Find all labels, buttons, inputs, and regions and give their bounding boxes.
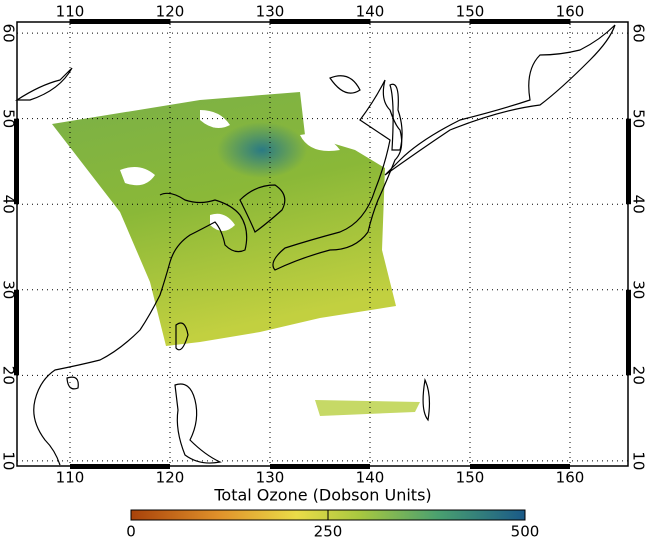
lon-tick-label-top: 160 <box>556 3 585 21</box>
lat-tick-label-right: 50 <box>630 109 648 128</box>
lon-tick-label-top: 120 <box>156 3 185 21</box>
border-bar <box>70 19 170 24</box>
lon-tick-label-bottom: 110 <box>56 469 85 487</box>
lat-tick-label-right: 10 <box>630 451 648 470</box>
lon-tick-label-top: 110 <box>56 3 85 21</box>
colorbar-title: Total Ozone (Dobson Units) <box>213 486 431 505</box>
lat-tick-label-left: 10 <box>0 451 18 470</box>
border-bar <box>470 464 570 469</box>
border-bar <box>626 118 631 205</box>
border-bar <box>14 289 19 376</box>
high-ozone-patch <box>217 122 307 178</box>
border-bar <box>626 289 631 376</box>
border-bar <box>270 19 370 24</box>
colorbar-tick-label: 500 <box>511 523 540 541</box>
axes: 110 110 120 120 130 130 140 140 150 150 160 160 10 10… <box>0 3 648 487</box>
lon-tick-label-bottom: 140 <box>356 469 385 487</box>
colorbar-tick-label: 0 <box>126 523 136 541</box>
lon-tick-label-bottom: 130 <box>256 469 285 487</box>
lat-tick-label-right: 20 <box>630 366 648 385</box>
lat-tick-label-left: 40 <box>0 195 18 214</box>
lon-tick-label-bottom: 150 <box>456 469 485 487</box>
lon-tick-label-bottom: 120 <box>156 469 185 487</box>
coastlines <box>14 24 616 466</box>
lat-tick-label-left: 30 <box>0 280 18 299</box>
border-bar <box>14 118 19 205</box>
lon-tick-label-top: 140 <box>356 3 385 21</box>
colorbar-tick-label: 250 <box>314 523 343 541</box>
ozone-fragment <box>315 400 420 416</box>
lon-tick-label-bottom: 160 <box>556 469 585 487</box>
lat-tick-label-right: 60 <box>630 24 648 43</box>
lat-tick-label-left: 50 <box>0 109 18 128</box>
map-area <box>14 21 629 467</box>
lat-tick-label-left: 20 <box>0 366 18 385</box>
lat-tick-label-right: 40 <box>630 195 648 214</box>
lon-tick-label-top: 150 <box>456 3 485 21</box>
lat-tick-label-right: 30 <box>630 280 648 299</box>
border-bar <box>470 19 570 24</box>
lon-tick-label-top: 130 <box>256 3 285 21</box>
border-bar <box>70 464 170 469</box>
lat-tick-label-left: 60 <box>0 24 18 43</box>
border-bar <box>270 464 370 469</box>
colorbar-ticks: 0 250 500 <box>126 510 539 541</box>
